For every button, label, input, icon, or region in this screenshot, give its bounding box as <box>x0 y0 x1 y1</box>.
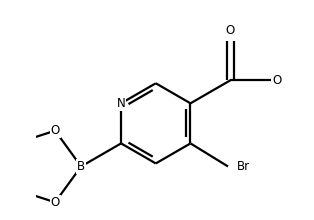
Text: O: O <box>51 124 60 137</box>
Text: N: N <box>117 97 126 110</box>
Text: O: O <box>226 24 235 37</box>
Text: O: O <box>51 196 60 209</box>
Text: Br: Br <box>236 160 250 173</box>
Text: B: B <box>77 160 85 173</box>
Text: O: O <box>272 74 281 87</box>
